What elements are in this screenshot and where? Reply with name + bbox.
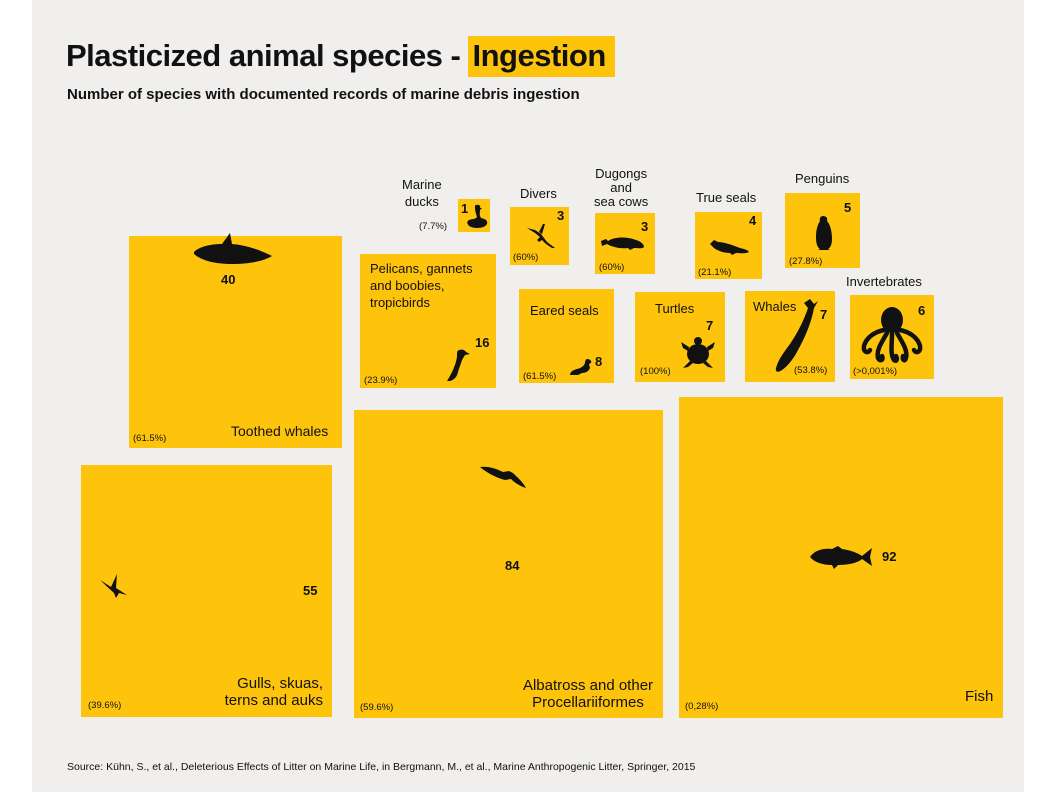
value-gulls: 55	[303, 583, 318, 598]
pct-pelicans: (23.9%)	[364, 375, 398, 386]
pct-albatross: (59.6%)	[360, 702, 394, 713]
label-line: sea cows	[594, 194, 649, 209]
pct-eared-seals: (61.5%)	[523, 371, 557, 382]
label-fish: Fish	[965, 688, 994, 705]
pct-turtles: (100%)	[640, 366, 671, 377]
label-invertebrates: Invertebrates	[846, 274, 922, 289]
turtle-icon	[681, 337, 715, 368]
label-toothed-whales: Toothed whales	[231, 423, 329, 439]
pct-toothed-whales: (61.5%)	[133, 433, 167, 444]
label-line: Gulls, skuas,	[237, 675, 323, 692]
sea-lion-icon	[570, 359, 592, 375]
pct-true-seals: (21.1%)	[698, 267, 732, 278]
label-line: tropicbirds	[370, 295, 430, 310]
value-fish: 92	[882, 549, 897, 564]
value-turtles: 7	[706, 318, 714, 333]
label-line: Procellariiformes	[532, 694, 644, 711]
label-turtles: Turtles	[655, 301, 695, 316]
label-line: and	[610, 180, 632, 195]
octopus-icon	[861, 307, 923, 363]
box-pelicans	[360, 254, 496, 388]
title-highlight: Ingestion	[468, 36, 615, 77]
label-dugongs: Dugongs and sea cows	[594, 167, 648, 209]
box-toothed-whales	[129, 236, 342, 448]
label-penguins: Penguins	[795, 171, 850, 186]
value-marine-ducks: 1	[461, 201, 469, 216]
value-penguins: 5	[844, 200, 852, 215]
label-albatross: Albatross and other Procellariiformes	[520, 677, 656, 711]
title-main: Plasticized animal species -	[66, 38, 469, 73]
pct-whales: (53.8%)	[794, 365, 828, 376]
pct-dugongs: (60%)	[599, 262, 625, 273]
orca-icon	[194, 233, 272, 264]
label-divers: Divers	[520, 186, 557, 201]
label-line: terns and auks	[224, 692, 323, 709]
pct-divers: (60%)	[513, 252, 539, 263]
duck-icon	[467, 204, 488, 228]
label-eared-seals: Eared seals	[530, 303, 599, 318]
pelican-icon	[447, 349, 470, 381]
label-true-seals: True seals	[696, 190, 757, 205]
pct-invertebrates: (>0,001%)	[853, 366, 898, 377]
box-eared-seals	[519, 289, 614, 383]
label-gulls: Gulls, skuas, terns and auks	[212, 675, 323, 709]
value-toothed-whales: 40	[221, 272, 236, 287]
penguin-icon	[816, 216, 832, 250]
label-line: Pelicans, gannets	[370, 261, 473, 276]
page-subtitle: Number of species with documented record…	[67, 86, 580, 103]
whale-icon	[775, 299, 818, 372]
source-citation: Source: Kühn, S., et al., Deleterious Ef…	[67, 761, 696, 773]
value-invertebrates: 6	[918, 303, 926, 318]
box-albatross	[354, 410, 663, 718]
value-albatross: 84	[505, 558, 520, 573]
seal-icon	[710, 240, 749, 255]
tern-icon	[100, 574, 127, 598]
label-pelicans: Pelicans, gannets and boobies, tropicbir…	[370, 260, 473, 311]
box-gulls	[81, 465, 332, 717]
diver-bird-icon	[527, 224, 555, 248]
value-eared-seals: 8	[595, 354, 603, 369]
label-line: and boobies,	[370, 278, 445, 293]
page-title: Plasticized animal species - Ingestion	[66, 36, 615, 77]
label-marine-ducks: Marine ducks	[402, 176, 442, 210]
label-line: Albatross and other	[522, 677, 654, 694]
box-whales	[745, 291, 835, 382]
label-line: Dugongs	[595, 166, 648, 181]
label-whales: Whales	[753, 299, 797, 314]
value-divers: 3	[557, 208, 565, 223]
value-pelicans: 16	[475, 335, 490, 350]
pct-penguins: (27.8%)	[789, 256, 823, 267]
label-line: Marine	[402, 177, 442, 192]
value-true-seals: 4	[749, 213, 757, 228]
pct-gulls: (39.6%)	[88, 700, 122, 711]
pct-fish: (0,28%)	[685, 701, 719, 712]
value-whales: 7	[820, 307, 828, 322]
label-line: ducks	[404, 194, 439, 209]
value-dugongs: 3	[641, 219, 649, 234]
albatross-icon	[480, 466, 526, 488]
fish-icon	[810, 546, 872, 569]
dugong-icon	[601, 237, 644, 250]
pct-marine-ducks: (7.7%)	[419, 221, 447, 232]
